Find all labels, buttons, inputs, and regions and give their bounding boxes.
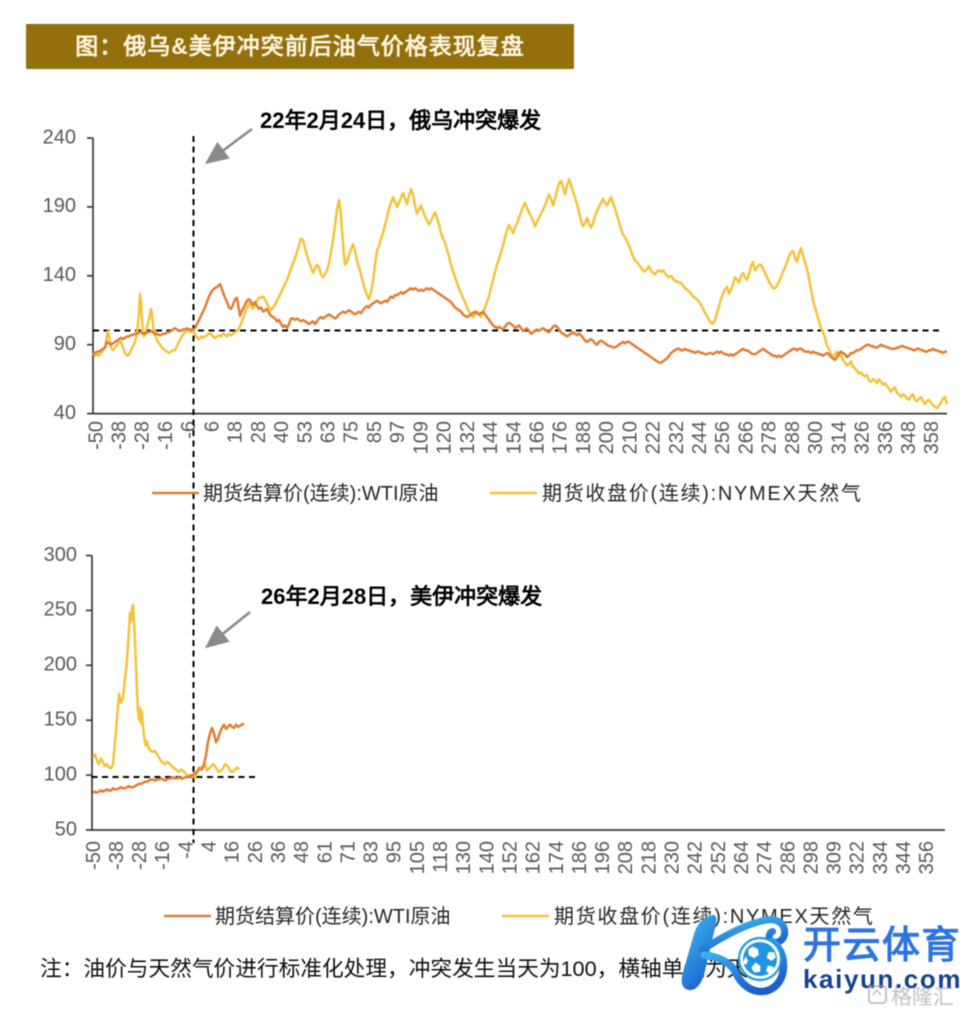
svg-text:154: 154 <box>503 421 525 454</box>
svg-text:196: 196 <box>592 841 614 874</box>
svg-text:256: 256 <box>712 421 734 454</box>
svg-text:356: 356 <box>916 841 938 874</box>
svg-text:264: 264 <box>731 841 753 874</box>
svg-text:309: 309 <box>824 841 846 874</box>
svg-text:期货收盘价(连续):NYMEX天然气: 期货收盘价(连续):NYMEX天然气 <box>542 482 863 505</box>
svg-text:4: 4 <box>198 841 220 852</box>
svg-text:36: 36 <box>268 841 290 863</box>
svg-text:174: 174 <box>546 841 568 874</box>
svg-text:95: 95 <box>384 841 406 863</box>
svg-text:开云体育: 开云体育 <box>803 925 961 967</box>
svg-text:190: 190 <box>43 195 76 217</box>
svg-text:71: 71 <box>337 841 359 863</box>
svg-text:53: 53 <box>294 421 316 443</box>
svg-text:63: 63 <box>317 421 339 443</box>
svg-text:334: 334 <box>870 841 892 874</box>
svg-text:244: 244 <box>689 421 711 454</box>
svg-text:336: 336 <box>875 421 897 454</box>
svg-text:26年2月28日，美伊冲突爆发: 26年2月28日，美伊冲突爆发 <box>261 584 543 609</box>
svg-text:-4: -4 <box>175 841 197 859</box>
svg-text:288: 288 <box>782 421 804 454</box>
svg-text:90: 90 <box>54 333 76 355</box>
svg-text:-6: -6 <box>178 421 200 439</box>
svg-text:120: 120 <box>434 421 456 454</box>
svg-text:322: 322 <box>847 841 869 874</box>
svg-text:314: 314 <box>828 421 850 454</box>
svg-text:266: 266 <box>735 421 757 454</box>
svg-text:140: 140 <box>476 841 498 874</box>
svg-text:48: 48 <box>291 841 313 863</box>
svg-text:188: 188 <box>573 421 595 454</box>
svg-text:6: 6 <box>201 421 223 432</box>
svg-text:176: 176 <box>550 421 572 454</box>
svg-text:83: 83 <box>361 841 383 863</box>
svg-text:18: 18 <box>225 421 247 443</box>
svg-text:348: 348 <box>898 421 920 454</box>
svg-text:期货结算价(连续):WTI原油: 期货结算价(连续):WTI原油 <box>215 905 451 928</box>
svg-text:22年2月24日，俄乌冲突爆发: 22年2月24日，俄乌冲突爆发 <box>260 108 542 133</box>
svg-text:28: 28 <box>248 421 270 443</box>
svg-text:40: 40 <box>54 402 76 424</box>
svg-text:242: 242 <box>685 841 707 874</box>
svg-text:274: 274 <box>754 841 776 874</box>
svg-text:16: 16 <box>222 841 244 863</box>
svg-text:格隆汇: 格隆汇 <box>891 986 954 1009</box>
svg-text:230: 230 <box>661 841 683 874</box>
svg-text:278: 278 <box>759 421 781 454</box>
svg-text:40: 40 <box>271 421 293 443</box>
svg-text:132: 132 <box>457 421 479 454</box>
svg-text:105: 105 <box>407 841 429 874</box>
svg-text:286: 286 <box>777 841 799 874</box>
svg-text:200: 200 <box>596 421 618 454</box>
svg-text:26: 26 <box>245 841 267 863</box>
svg-text:118: 118 <box>430 841 452 873</box>
svg-text:130: 130 <box>453 841 475 874</box>
svg-text:50: 50 <box>55 818 77 840</box>
svg-text:144: 144 <box>480 421 502 454</box>
svg-text:298: 298 <box>800 841 822 874</box>
svg-text:358: 358 <box>921 421 943 454</box>
svg-text:218: 218 <box>638 841 660 874</box>
svg-text:344: 344 <box>893 841 915 874</box>
svg-text:期货结算价(连续):WTI原油: 期货结算价(连续):WTI原油 <box>203 482 439 505</box>
svg-text:300: 300 <box>44 544 77 566</box>
svg-text:140: 140 <box>43 264 76 286</box>
svg-text:-28: -28 <box>129 841 151 870</box>
svg-text:-50: -50 <box>83 841 105 870</box>
svg-text:-28: -28 <box>132 421 154 450</box>
svg-text:150: 150 <box>44 708 77 730</box>
svg-text:222: 222 <box>643 421 665 454</box>
svg-text:232: 232 <box>666 421 688 454</box>
svg-text:-50: -50 <box>85 421 107 450</box>
svg-text:152: 152 <box>499 841 521 874</box>
svg-text:61: 61 <box>314 841 336 863</box>
svg-text:326: 326 <box>852 421 874 454</box>
svg-text:166: 166 <box>526 421 548 454</box>
svg-text:300: 300 <box>805 421 827 454</box>
svg-text:85: 85 <box>364 421 386 443</box>
svg-text:252: 252 <box>708 841 730 874</box>
svg-text:200: 200 <box>44 654 77 676</box>
svg-text:186: 186 <box>569 841 591 874</box>
svg-text:97: 97 <box>387 421 409 443</box>
svg-text:-16: -16 <box>152 841 174 870</box>
svg-text:-38: -38 <box>108 421 130 450</box>
svg-text:-38: -38 <box>106 841 128 870</box>
svg-text:-16: -16 <box>155 421 177 450</box>
svg-text:162: 162 <box>523 841 545 874</box>
svg-text:75: 75 <box>341 421 363 443</box>
svg-text:208: 208 <box>615 841 637 874</box>
svg-text:kaiyun.com: kaiyun.com <box>803 964 962 994</box>
svg-text:250: 250 <box>44 599 77 621</box>
svg-text:210: 210 <box>619 421 641 454</box>
svg-text:100: 100 <box>44 763 77 785</box>
svg-text:109: 109 <box>410 421 432 454</box>
svg-text:240: 240 <box>43 126 76 148</box>
